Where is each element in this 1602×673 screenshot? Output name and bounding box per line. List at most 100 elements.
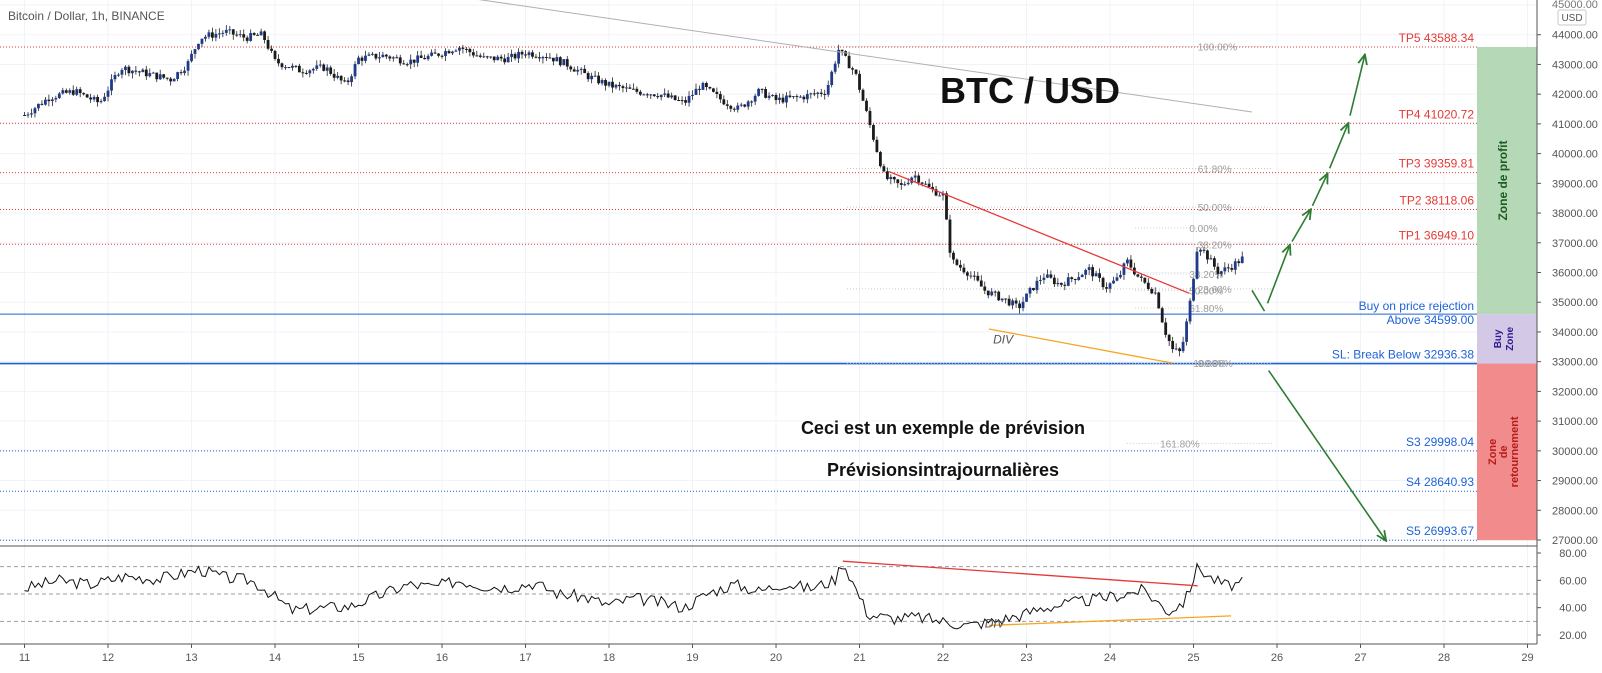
fib-label-5: 0.00% — [1198, 359, 1226, 370]
axis-tick-label: 37000.00 — [1552, 238, 1598, 250]
candle-down — [402, 63, 406, 65]
candle-down — [983, 286, 987, 291]
candle-up — [426, 55, 430, 60]
candle-down — [96, 96, 99, 103]
candle-up — [938, 195, 941, 197]
candle-up — [120, 69, 124, 75]
candle-up — [1219, 271, 1223, 274]
candle-up — [1000, 298, 1004, 301]
candle-down — [979, 280, 983, 287]
fib-label-2: 50.00% — [1198, 203, 1232, 214]
candle-down — [339, 75, 343, 81]
candle-down — [301, 72, 305, 74]
candle-up — [200, 38, 204, 44]
candle-down — [1007, 298, 1011, 306]
forecast-arrow-up-5 — [1349, 56, 1365, 116]
candle-up — [555, 57, 559, 62]
candle-down — [252, 33, 256, 35]
time-tick-label: 20 — [770, 652, 782, 664]
candle-up — [190, 53, 193, 62]
candle-down — [1226, 267, 1230, 269]
candle-up — [371, 53, 374, 55]
candle-down — [211, 32, 214, 38]
candle-down — [280, 63, 284, 68]
reversal-zone-label-2: de — [1498, 445, 1510, 458]
candle-up — [204, 36, 207, 39]
candle-up — [364, 55, 367, 61]
candle-down — [64, 90, 68, 93]
candle-up — [694, 88, 698, 95]
time-tick-label: 25 — [1187, 652, 1199, 664]
candle-down — [242, 34, 246, 38]
candle-down — [572, 69, 576, 72]
candle-up — [214, 33, 218, 38]
candle-down — [955, 259, 959, 265]
candle-down — [569, 66, 573, 70]
candle-up — [151, 72, 155, 74]
candle-down — [865, 100, 868, 111]
time-tick-label: 11 — [19, 652, 30, 664]
candle-up — [593, 75, 597, 77]
candle-down — [374, 53, 378, 59]
candle-down — [1059, 282, 1063, 285]
candle-up — [430, 52, 433, 56]
candle-up — [183, 70, 186, 74]
fib-label-4: 23.60% — [1198, 285, 1232, 296]
candle-down — [1014, 300, 1018, 304]
candle-down — [1136, 274, 1140, 277]
currency-badge[interactable] — [1557, 9, 1587, 26]
candle-up — [837, 49, 841, 64]
candle-down — [263, 31, 266, 41]
axis-tick-label: 35000.00 — [1552, 297, 1598, 309]
candle-down — [645, 94, 649, 96]
candle-up — [207, 32, 211, 37]
candle-down — [1139, 276, 1143, 278]
fib-small-label-0: 0.00% — [1189, 224, 1217, 235]
candle-down — [611, 81, 614, 88]
candle-down — [774, 95, 778, 101]
candle-down — [812, 93, 816, 95]
time-tick-label: 26 — [1271, 652, 1283, 664]
fib-label-6: 161.80% — [1160, 439, 1200, 450]
candle-down — [597, 75, 600, 84]
candle-up — [757, 88, 761, 96]
candle-up — [193, 49, 197, 54]
candle-up — [1094, 273, 1098, 277]
candle-down — [1098, 273, 1101, 278]
candle-down — [948, 219, 952, 253]
candle-up — [37, 103, 40, 109]
candle-up — [607, 81, 611, 86]
candle-down — [1178, 348, 1182, 352]
candle-up — [990, 291, 994, 296]
candle-up — [117, 74, 120, 76]
candle-down — [1049, 274, 1053, 278]
candle-up — [61, 90, 65, 94]
candle-down — [875, 139, 879, 153]
candle-down — [666, 93, 670, 98]
candle-down — [844, 51, 848, 56]
fib-small-label-1: 38.20% — [1189, 270, 1223, 281]
candle-up — [517, 51, 520, 59]
candle-up — [381, 54, 385, 58]
candle-down — [927, 183, 931, 187]
candle-up — [1209, 258, 1213, 260]
candle-up — [106, 90, 110, 97]
candle-down — [1063, 284, 1067, 286]
candle-down — [823, 93, 827, 95]
candle-up — [221, 32, 225, 34]
candle-down — [245, 37, 249, 41]
price-div-label: DIV — [993, 332, 1014, 346]
candle-up — [54, 98, 58, 100]
vertical-grid — [24, 0, 1529, 644]
buy-zone-label-1: Buy — [1493, 329, 1504, 348]
candle-up — [792, 96, 795, 98]
axis-tick-label: 32000.00 — [1552, 386, 1598, 398]
candle-down — [1206, 250, 1209, 260]
reversal-zone-label-1: Zone — [1487, 439, 1499, 465]
candle-down — [468, 48, 472, 53]
time-tick-label: 18 — [603, 652, 615, 664]
candle-up — [1021, 301, 1025, 309]
candle-down — [656, 96, 660, 98]
